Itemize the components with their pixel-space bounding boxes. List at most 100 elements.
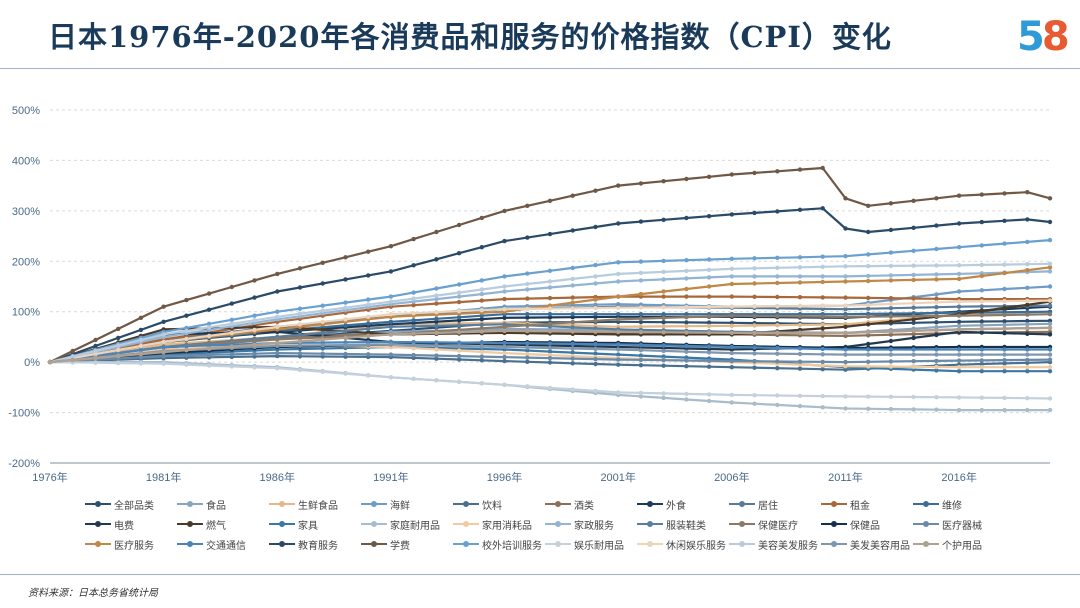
data-point	[206, 333, 212, 339]
data-point	[638, 181, 644, 186]
data-point	[320, 337, 325, 342]
data-point	[456, 251, 462, 256]
x-tick-label: 2016年	[941, 470, 976, 484]
data-point	[956, 221, 962, 226]
x-tick-label: 2011年	[828, 470, 863, 484]
data-point	[479, 344, 484, 349]
data-point	[547, 198, 553, 203]
y-tick-label: -100%	[8, 408, 40, 420]
data-point	[456, 294, 462, 299]
legend-item: 租金	[821, 496, 913, 512]
legend-swatch	[637, 501, 663, 507]
data-point	[979, 365, 984, 370]
data-point	[570, 356, 575, 361]
legend-item: 海鲜	[361, 496, 453, 512]
data-point	[434, 286, 439, 291]
data-point	[411, 324, 416, 329]
data-point	[547, 349, 553, 354]
data-point	[866, 302, 871, 308]
data-point	[320, 319, 325, 324]
legend-item: 娱乐耐用品	[545, 536, 637, 552]
data-point	[843, 254, 848, 259]
data-point	[593, 361, 598, 367]
data-point	[525, 351, 530, 357]
data-point	[456, 318, 462, 323]
data-point	[479, 298, 484, 303]
legend-item: 服装鞋类	[637, 516, 729, 532]
data-point	[116, 353, 121, 359]
data-point	[570, 361, 575, 366]
data-point	[502, 315, 507, 320]
data-point	[1025, 262, 1030, 267]
data-point	[956, 299, 962, 304]
data-point	[616, 271, 621, 277]
data-point	[138, 327, 144, 333]
data-point	[706, 350, 712, 355]
data-point	[593, 262, 598, 268]
data-point	[138, 351, 144, 357]
data-point	[297, 343, 303, 348]
data-point	[593, 351, 598, 356]
legend-item: 保健医疗	[729, 516, 821, 532]
data-point	[820, 303, 825, 309]
data-point	[252, 365, 257, 370]
data-point	[184, 297, 189, 303]
data-point	[866, 333, 871, 338]
legend-swatch	[729, 541, 755, 547]
data-point	[1047, 365, 1053, 370]
data-point	[434, 296, 439, 302]
data-point	[956, 263, 962, 268]
data-point	[638, 324, 644, 329]
data-point	[843, 347, 848, 352]
data-point	[934, 352, 939, 357]
data-point	[252, 295, 257, 300]
data-point	[843, 324, 848, 329]
data-point	[1047, 321, 1053, 326]
data-point	[797, 280, 803, 285]
data-point	[593, 274, 598, 279]
data-point	[866, 364, 871, 369]
data-point	[456, 290, 462, 295]
data-point	[479, 358, 484, 363]
data-point	[70, 357, 75, 363]
data-point	[661, 179, 666, 184]
data-point	[979, 358, 984, 363]
data-point	[843, 314, 848, 319]
data-point	[684, 330, 689, 335]
data-point	[502, 324, 507, 329]
data-point	[752, 281, 757, 286]
data-point	[252, 313, 257, 318]
data-point	[843, 264, 848, 269]
data-point	[411, 296, 416, 301]
data-point	[411, 318, 416, 323]
data-point	[161, 339, 166, 345]
data-point	[956, 245, 962, 250]
data-point	[820, 405, 825, 410]
data-point	[888, 364, 894, 369]
legend-swatch	[453, 501, 479, 507]
data-point	[1025, 298, 1030, 304]
data-point	[979, 330, 984, 335]
legend-label: 维修	[942, 500, 962, 512]
data-point	[1047, 237, 1053, 243]
data-point	[934, 263, 939, 268]
data-point	[661, 354, 666, 359]
data-point	[616, 390, 621, 395]
data-point	[729, 330, 734, 336]
data-point	[797, 403, 803, 409]
data-point	[1002, 361, 1007, 366]
legend-swatch	[85, 541, 111, 547]
data-point	[502, 350, 507, 356]
data-point	[366, 333, 371, 339]
data-point	[911, 317, 916, 322]
data-point	[616, 260, 621, 265]
data-point	[888, 314, 894, 319]
data-point	[638, 394, 644, 399]
data-point	[456, 315, 462, 320]
data-point	[320, 281, 325, 286]
data-point	[184, 353, 189, 358]
data-point	[888, 394, 894, 399]
data-point	[1002, 365, 1007, 370]
data-point	[297, 306, 303, 311]
data-point	[706, 267, 712, 273]
